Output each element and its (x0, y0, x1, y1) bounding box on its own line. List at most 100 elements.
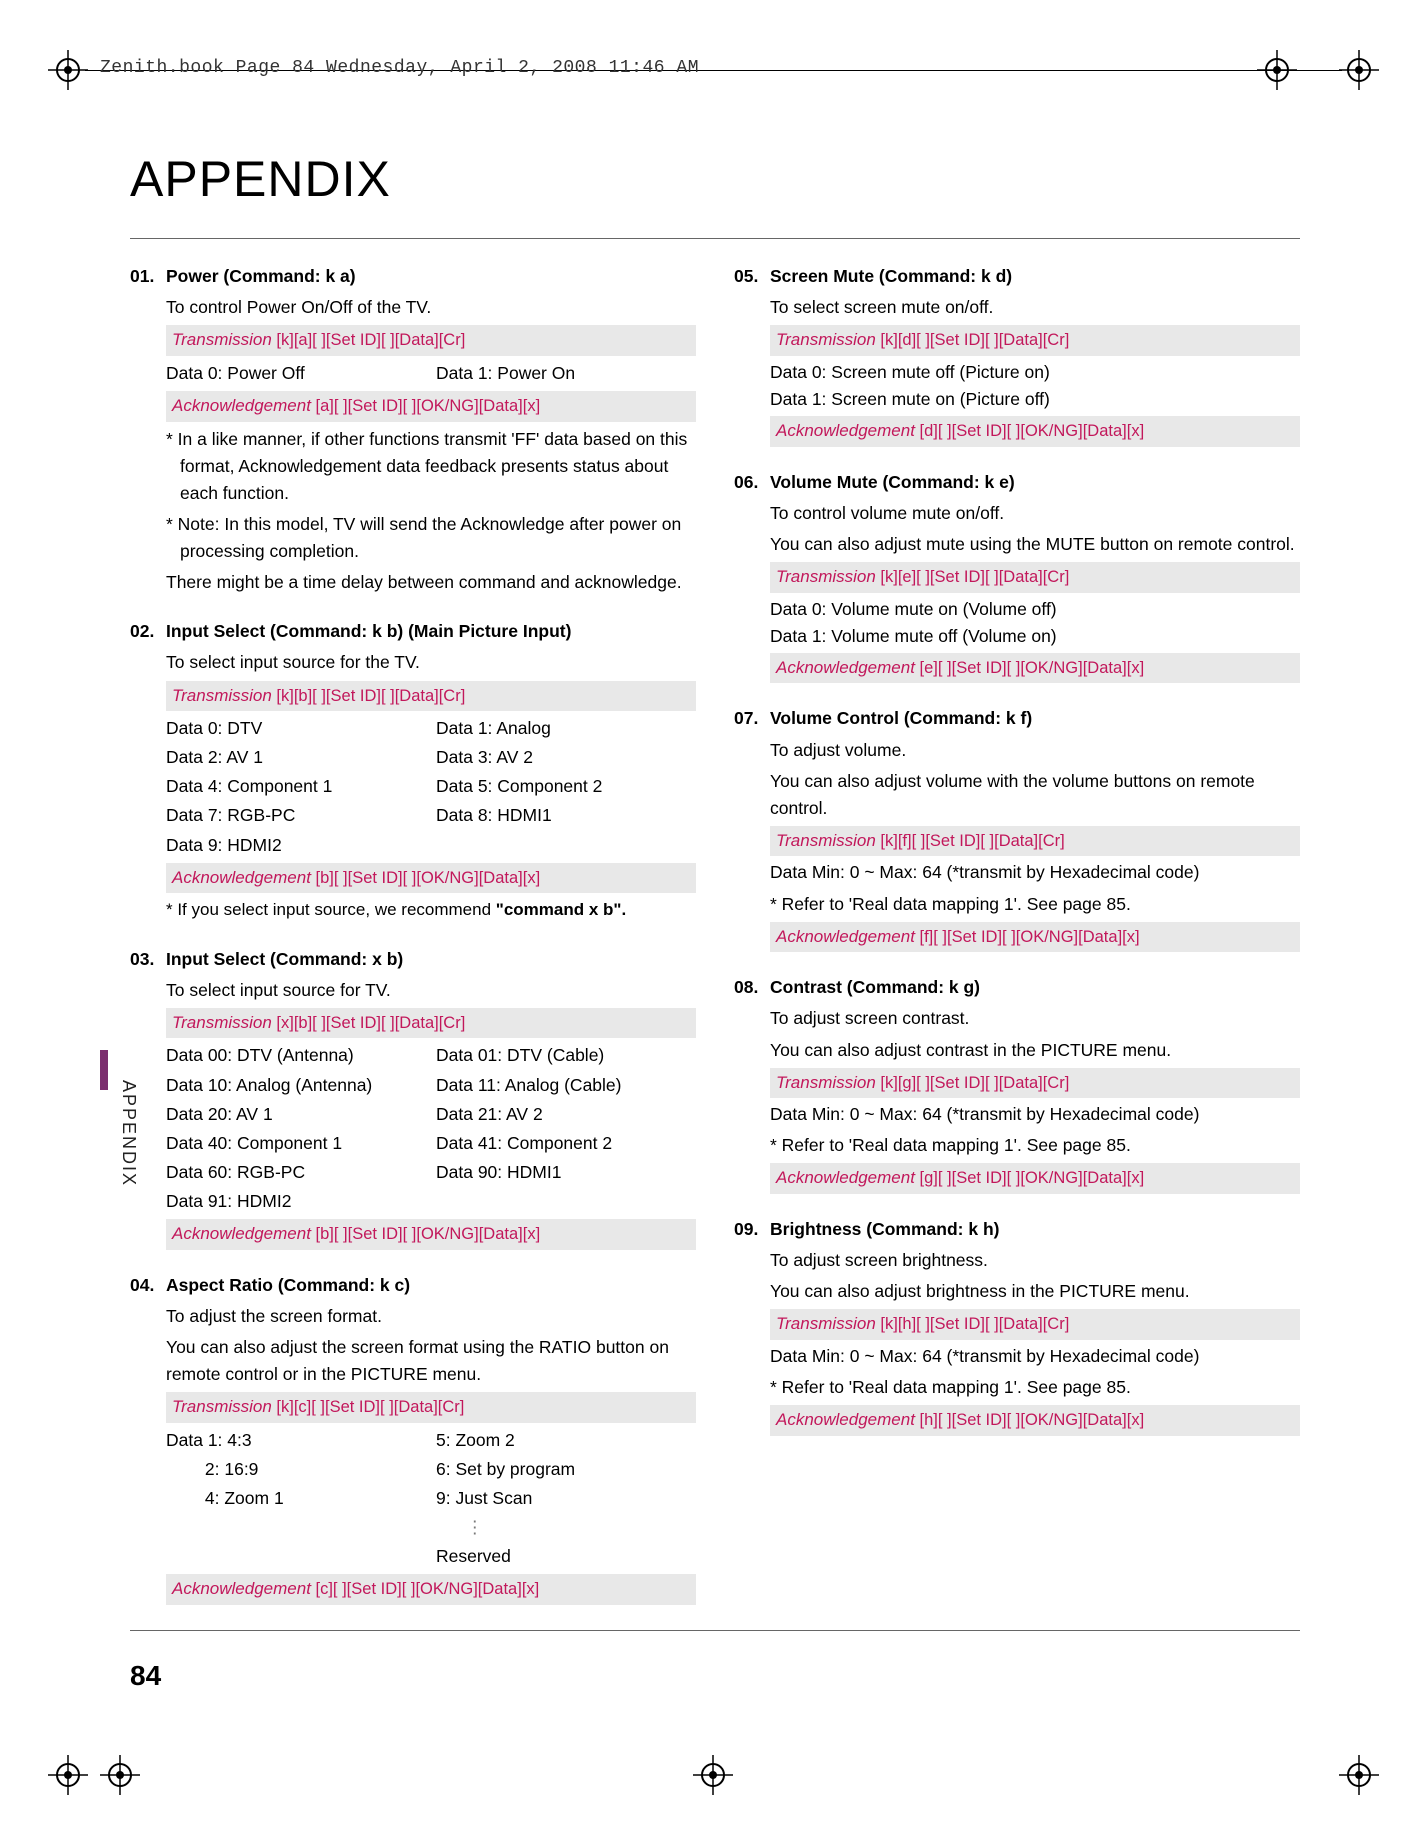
data-value: Data 1: Analog (436, 715, 696, 742)
page-title: APPENDIX (130, 150, 1300, 208)
transmission-line: Transmission [k][e][ ][Set ID][ ][Data][… (770, 562, 1300, 593)
section-desc: You can also adjust mute using the MUTE … (770, 531, 1300, 558)
crop-mark-icon (1339, 1755, 1379, 1800)
section-desc: You can also adjust the screen format us… (166, 1334, 696, 1388)
section-title: Brightness (Command: k h) (770, 1216, 999, 1243)
transmission-line: Transmission [k][a][ ][Set ID][ ][Data][… (166, 325, 696, 356)
data-value: Data 2: AV 1 (166, 744, 426, 771)
data-value: Data 11: Analog (Cable) (436, 1072, 696, 1099)
section-desc: You can also adjust brightness in the PI… (770, 1278, 1300, 1305)
footnote: * If you select input source, we recomme… (166, 897, 696, 923)
transmission-line: Transmission [x][b][ ][Set ID][ ][Data][… (166, 1008, 696, 1039)
data-value: Data 0: DTV (166, 715, 426, 742)
section-05: 05.Screen Mute (Command: k d) To select … (734, 263, 1300, 447)
transmission-line: Transmission [k][d][ ][Set ID][ ][Data][… (770, 325, 1300, 356)
section-desc: To adjust volume. (770, 737, 1300, 764)
crop-mark-icon (48, 50, 88, 95)
section-number: 04. (130, 1272, 166, 1299)
data-value: Data 5: Component 2 (436, 773, 696, 800)
divider (130, 238, 1300, 239)
data-value: 5: Zoom 2 (436, 1427, 696, 1454)
section-number: 06. (734, 469, 770, 496)
side-tab-label: APPENDIX (118, 1080, 139, 1187)
data-value: Data Min: 0 ~ Max: 64 (*transmit by Hexa… (770, 1101, 1300, 1128)
section-02: 02.Input Select (Command: k b) (Main Pic… (130, 618, 696, 923)
section-01: 01.Power (Command: k a) To control Power… (130, 263, 696, 596)
data-value: 2: 16:9 (166, 1456, 426, 1483)
section-number: 08. (734, 974, 770, 1001)
data-value: Data 41: Component 2 (436, 1130, 696, 1157)
right-column: 05.Screen Mute (Command: k d) To select … (734, 263, 1300, 1627)
section-number: 09. (734, 1216, 770, 1243)
data-value: Data 10: Analog (Antenna) (166, 1072, 426, 1099)
section-06: 06.Volume Mute (Command: k e) To control… (734, 469, 1300, 684)
data-value: Data 00: DTV (Antenna) (166, 1042, 426, 1069)
section-08: 08.Contrast (Command: k g) To adjust scr… (734, 974, 1300, 1194)
data-value: Data 9: HDMI2 (166, 832, 426, 859)
section-desc: You can also adjust contrast in the PICT… (770, 1037, 1300, 1064)
section-number: 05. (734, 263, 770, 290)
section-number: 07. (734, 705, 770, 732)
data-value: Reserved (436, 1543, 696, 1570)
page-number: 84 (130, 1660, 161, 1692)
ack-line: Acknowledgement [b][ ][Set ID][ ][OK/NG]… (166, 863, 696, 894)
ack-line: Acknowledgement [f][ ][Set ID][ ][OK/NG]… (770, 922, 1300, 953)
two-column-layout: 01.Power (Command: k a) To control Power… (130, 263, 1300, 1627)
section-number: 02. (130, 618, 166, 645)
transmission-line: Transmission [k][c][ ][Set ID][ ][Data][… (166, 1392, 696, 1423)
note-text: * Refer to 'Real data mapping 1'. See pa… (770, 1132, 1300, 1159)
data-value: Data 4: Component 1 (166, 773, 426, 800)
divider (130, 1630, 1300, 1631)
section-desc: To select screen mute on/off. (770, 294, 1300, 321)
section-07: 07.Volume Control (Command: k f) To adju… (734, 705, 1300, 952)
data-value: Data 20: AV 1 (166, 1101, 426, 1128)
dots-icon: ⋮ (436, 1514, 696, 1541)
ack-line: Acknowledgement [b][ ][Set ID][ ][OK/NG]… (166, 1219, 696, 1250)
section-desc: You can also adjust volume with the volu… (770, 768, 1300, 822)
side-tab: APPENDIX (118, 1080, 148, 1210)
transmission-line: Transmission [k][f][ ][Set ID][ ][Data][… (770, 826, 1300, 857)
data-value: Data 91: HDMI2 (166, 1188, 426, 1215)
section-desc: To adjust screen contrast. (770, 1005, 1300, 1032)
crop-mark-icon (48, 1755, 88, 1800)
section-desc: To select input source for the TV. (166, 649, 696, 676)
section-desc: To select input source for TV. (166, 977, 696, 1004)
section-title: Power (Command: k a) (166, 263, 356, 290)
ack-line: Acknowledgement [d][ ][Set ID][ ][OK/NG]… (770, 416, 1300, 447)
section-title: Input Select (Command: x b) (166, 946, 403, 973)
data-value: Data Min: 0 ~ Max: 64 (*transmit by Hexa… (770, 859, 1300, 886)
data-value: Data 7: RGB-PC (166, 802, 426, 829)
section-title: Screen Mute (Command: k d) (770, 263, 1012, 290)
section-title: Contrast (Command: k g) (770, 974, 980, 1001)
data-value: Data 3: AV 2 (436, 744, 696, 771)
section-title: Volume Control (Command: k f) (770, 705, 1032, 732)
left-column: 01.Power (Command: k a) To control Power… (130, 263, 696, 1627)
note-text: * Note: In this model, TV will send the … (166, 511, 696, 565)
section-desc: To adjust screen brightness. (770, 1247, 1300, 1274)
ack-line: Acknowledgement [g][ ][Set ID][ ][OK/NG]… (770, 1163, 1300, 1194)
note-text: * In a like manner, if other functions t… (166, 426, 696, 507)
note-text: There might be a time delay between comm… (166, 569, 696, 596)
transmission-line: Transmission [k][h][ ][Set ID][ ][Data][… (770, 1309, 1300, 1340)
page-header-meta: Zenith.book Page 84 Wednesday, April 2, … (100, 58, 699, 78)
data-value: Data 1: 4:3 (166, 1427, 426, 1454)
ack-line: Acknowledgement [e][ ][Set ID][ ][OK/NG]… (770, 653, 1300, 684)
data-value: Data 90: HDMI1 (436, 1159, 696, 1186)
crop-mark-icon (1339, 50, 1379, 95)
data-value: Data 1: Power On (436, 360, 696, 387)
data-value: 9: Just Scan (436, 1485, 696, 1512)
data-value: Data 0: Volume mute on (Volume off) (770, 596, 1300, 623)
section-desc: To adjust the screen format. (166, 1303, 696, 1330)
data-value: Data 1: Volume mute off (Volume on) (770, 623, 1300, 650)
crop-mark-icon (1257, 50, 1297, 95)
data-value: Data 0: Power Off (166, 360, 426, 387)
data-value: Data Min: 0 ~ Max: 64 (*transmit by Hexa… (770, 1343, 1300, 1370)
data-value: Data 8: HDMI1 (436, 802, 696, 829)
data-value: 6: Set by program (436, 1456, 696, 1483)
data-value: Data 21: AV 2 (436, 1101, 696, 1128)
section-04: 04.Aspect Ratio (Command: k c) To adjust… (130, 1272, 696, 1605)
section-number: 01. (130, 263, 166, 290)
note-text: * Refer to 'Real data mapping 1'. See pa… (770, 1374, 1300, 1401)
transmission-line: Transmission [k][b][ ][Set ID][ ][Data][… (166, 681, 696, 712)
section-03: 03.Input Select (Command: x b) To select… (130, 946, 696, 1250)
